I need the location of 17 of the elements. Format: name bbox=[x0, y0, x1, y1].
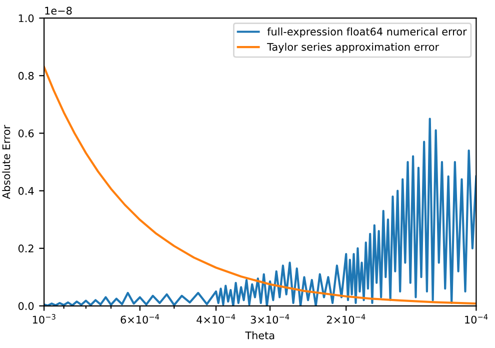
x-tick-label: 10$^{−4}$ bbox=[465, 314, 488, 324]
x-tick-label: 10$^{−3}$ bbox=[32, 314, 56, 324]
x-tick-label: 4×10$^{−4}$ bbox=[196, 314, 236, 324]
y-tick-label: 1.0 bbox=[18, 14, 34, 22]
legend-label: Taylor series approximation error bbox=[267, 42, 440, 53]
text: 1e−8 bbox=[45, 6, 72, 15]
y-tick-label: 0.8 bbox=[18, 72, 34, 80]
x-tick-label: 6×10$^{−4}$ bbox=[120, 314, 160, 324]
y-axis-title: Absolute Error bbox=[2, 124, 10, 200]
y-tick-label: 0.4 bbox=[18, 187, 34, 195]
y-tick-label: 0.6 bbox=[18, 129, 34, 138]
x-tick-label: 2×10$^{−4}$ bbox=[326, 314, 366, 324]
x-tick-label: 3×10$^{−4}$ bbox=[250, 314, 290, 324]
legend-label: full-expression float64 numerical error bbox=[267, 27, 467, 38]
x-axis-title: Theta bbox=[245, 331, 274, 340]
y-tick-label: 0.2 bbox=[18, 244, 34, 252]
y-tick-label: 0.0 bbox=[18, 302, 34, 310]
